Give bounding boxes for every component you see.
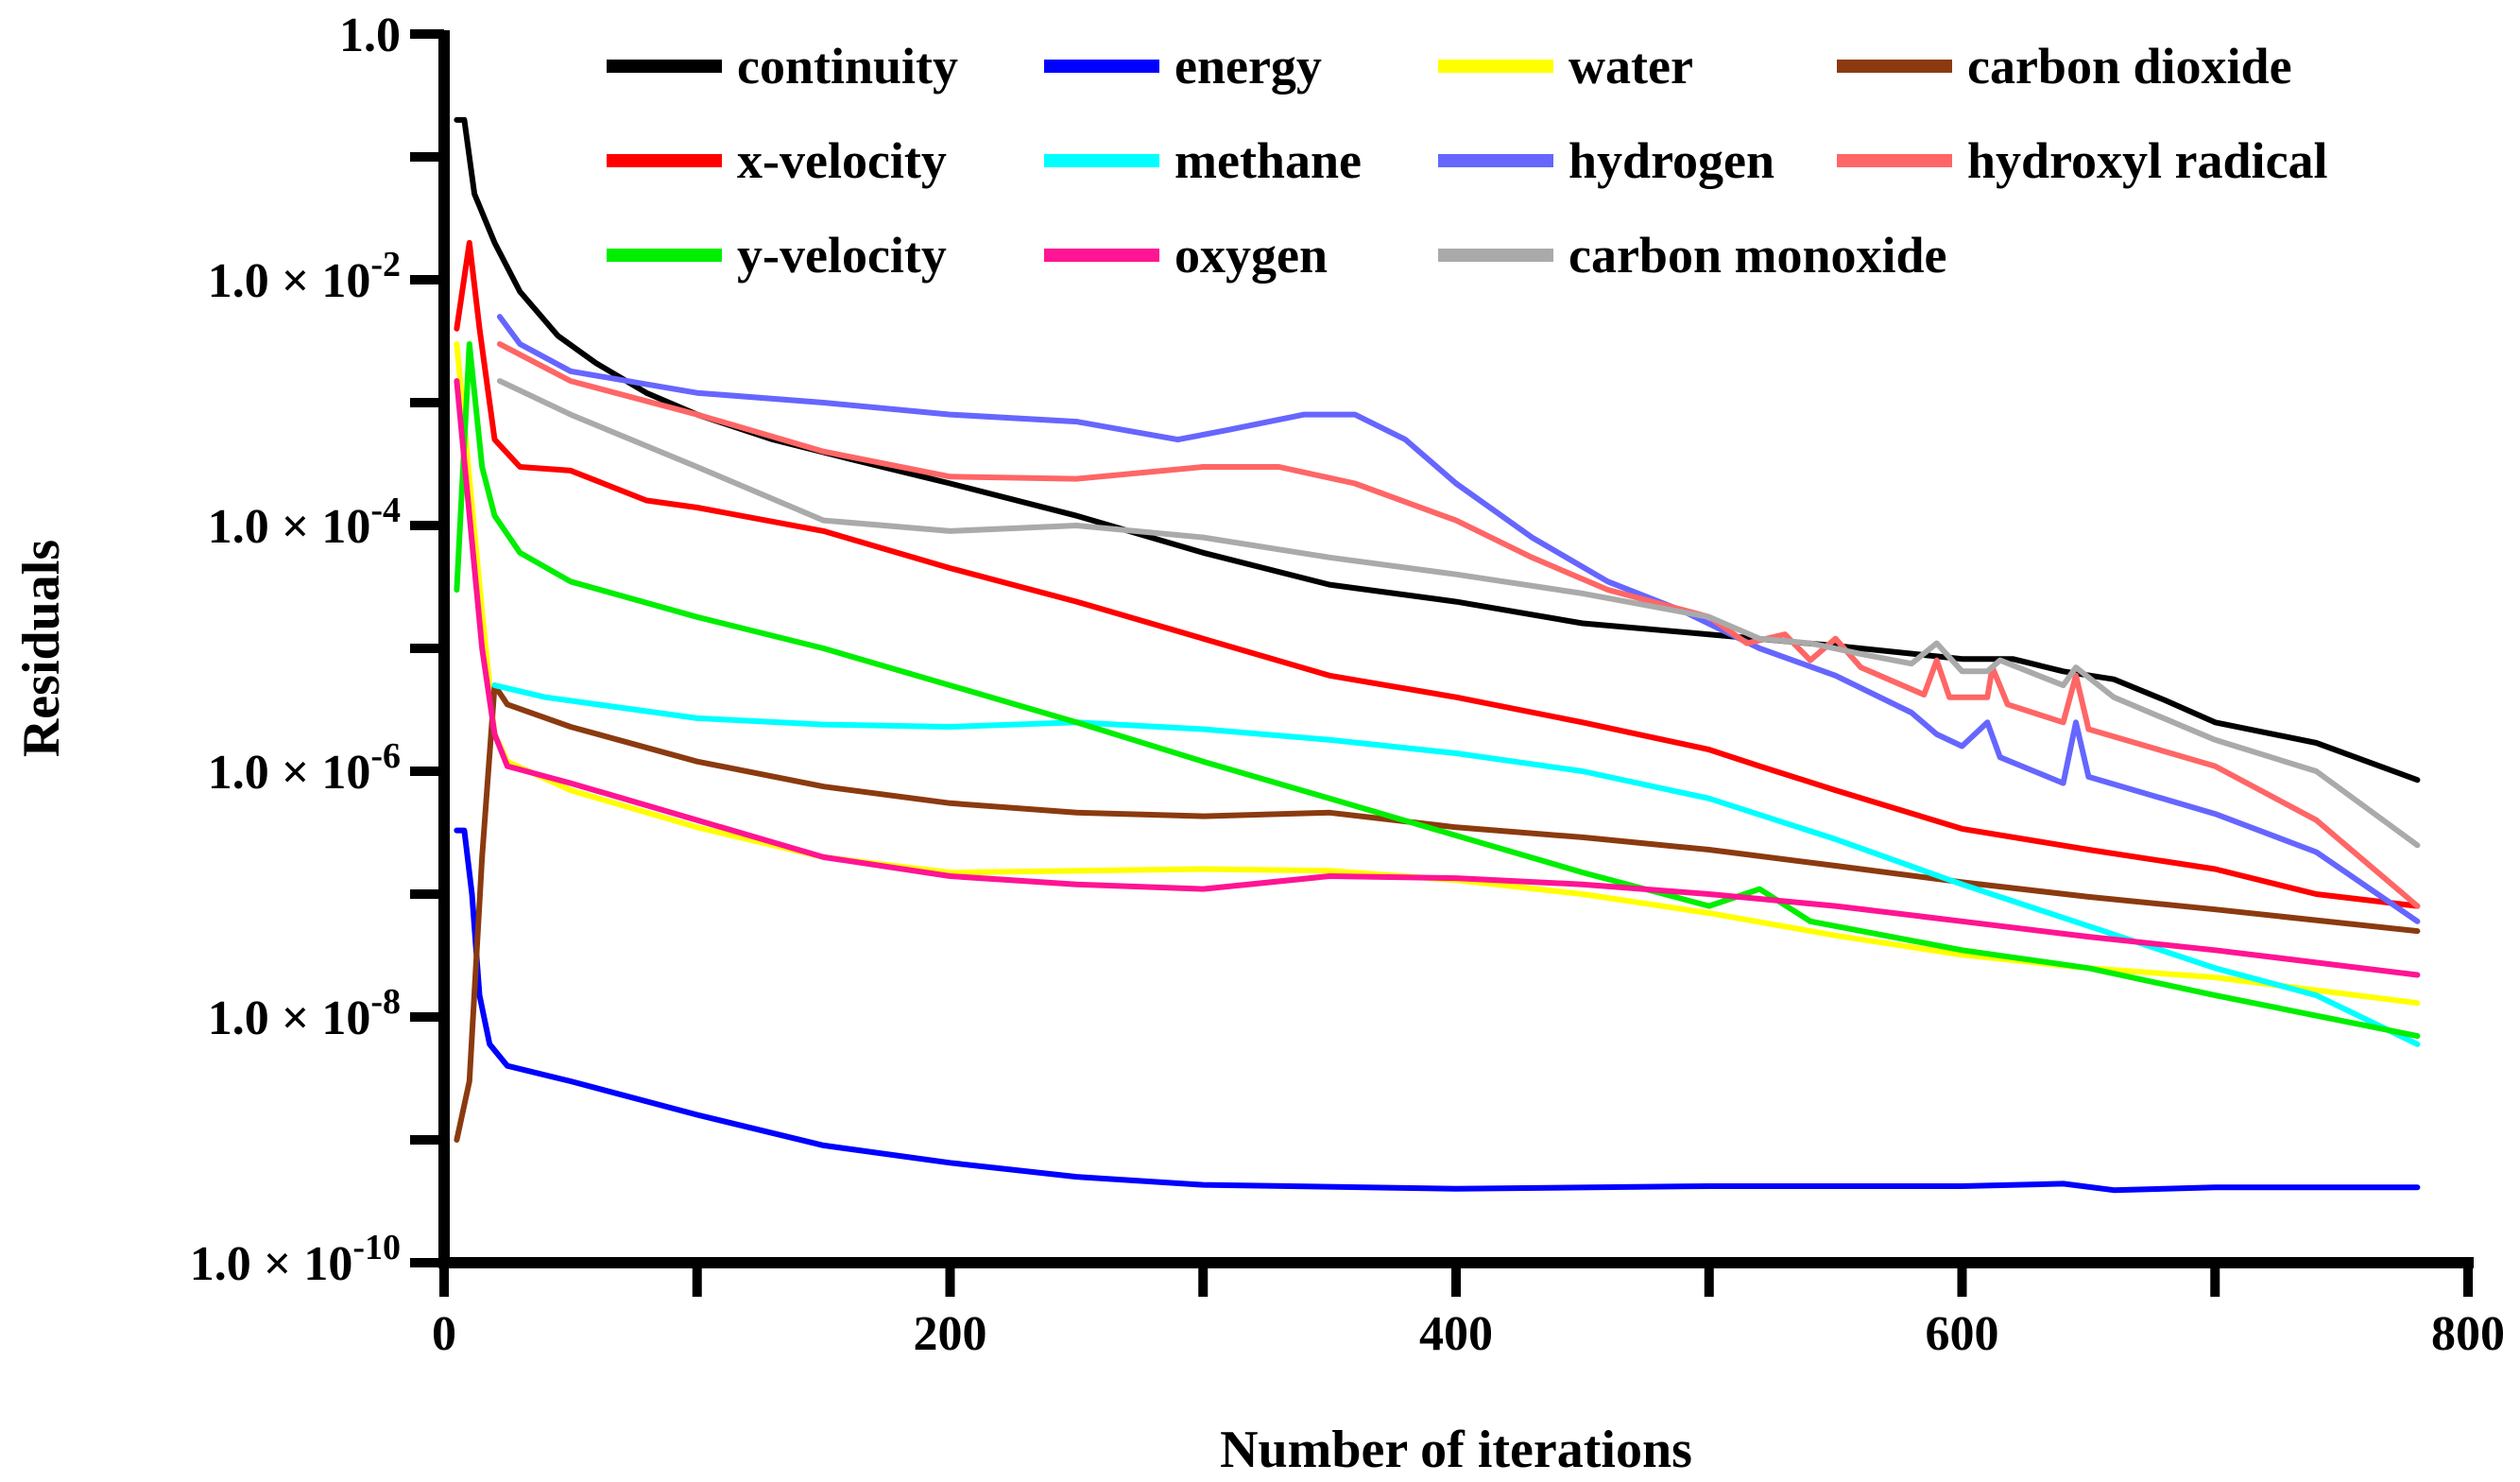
y-tick-label: 1.0 × 10-8: [208, 982, 401, 1045]
legend-label: carbon dioxide: [1967, 38, 2292, 95]
legend-item-hydrogen: hydrogen: [1438, 132, 1774, 189]
series-line-carbon-monoxide: [496, 378, 2421, 849]
x-tick-label: 400: [1419, 1307, 1493, 1361]
series-line-hydrogen: [496, 314, 2421, 924]
legend-item-methane: methane: [1044, 132, 1362, 189]
x-axis-title: Number of iterations: [1220, 1421, 1692, 1479]
legend-label: oxygen: [1174, 227, 1328, 284]
series-line-water: [454, 341, 2421, 1007]
legend-label: water: [1569, 38, 1693, 95]
legend-item-energy: energy: [1044, 38, 1322, 95]
legend-label: carbon monoxide: [1569, 227, 1947, 284]
legend-label: methane: [1174, 132, 1362, 189]
x-tick-label: 0: [432, 1307, 456, 1361]
legend-label: y-velocity: [737, 227, 947, 284]
x-tick-label: 800: [2431, 1307, 2505, 1361]
legend-item-water: water: [1438, 38, 1693, 95]
legend-label: continuity: [737, 38, 958, 95]
legend-item-hydroxyl-radical: hydroxyl radical: [1837, 132, 2328, 189]
y-tick-label: 1.0 × 10-4: [208, 491, 401, 554]
x-tick-label: 600: [1926, 1307, 1999, 1361]
y-tick-label: 1.0: [339, 9, 401, 62]
y-tick-label: 1.0 × 10-2: [208, 245, 401, 308]
legend-item-y-velocity: y-velocity: [607, 227, 947, 284]
ticks: 0 200 400 600 800 1.0 1.0 × 10-2 1.0 × 10-4 1.0 …: [190, 9, 2505, 1361]
x-tick-label: 200: [914, 1307, 987, 1361]
series-layer: [454, 116, 2421, 1194]
series-line-x-velocity: [454, 239, 2421, 909]
legend-item-continuity: continuity: [607, 38, 958, 95]
axes: [438, 30, 2474, 1268]
legend-item-carbon-dioxide: carbon dioxide: [1837, 38, 2292, 95]
series-line-oxygen: [454, 378, 2421, 978]
legend-label: hydrogen: [1569, 132, 1774, 189]
y-tick-label: 1.0 × 10-6: [208, 736, 401, 800]
legend-item-carbon-monoxide: carbon monoxide: [1438, 227, 1947, 284]
series-line-continuity: [454, 116, 2421, 784]
legend-label: hydroxyl radical: [1967, 132, 2328, 189]
series-line-hydroxyl-radical: [496, 341, 2421, 909]
legend-label: x-velocity: [737, 132, 947, 189]
legend-item-x-velocity: x-velocity: [607, 132, 947, 189]
series-line-energy: [454, 827, 2421, 1194]
legend-item-oxygen: oxygen: [1044, 227, 1328, 284]
legend: continuity x-velocity y-velocity energy meth…: [607, 38, 2328, 284]
y-tick-label: 1.0 × 10-10: [190, 1228, 401, 1291]
y-axis-title: Residuals: [12, 540, 71, 757]
series-line-y-velocity: [454, 341, 2421, 1040]
legend-label: energy: [1174, 38, 1322, 95]
